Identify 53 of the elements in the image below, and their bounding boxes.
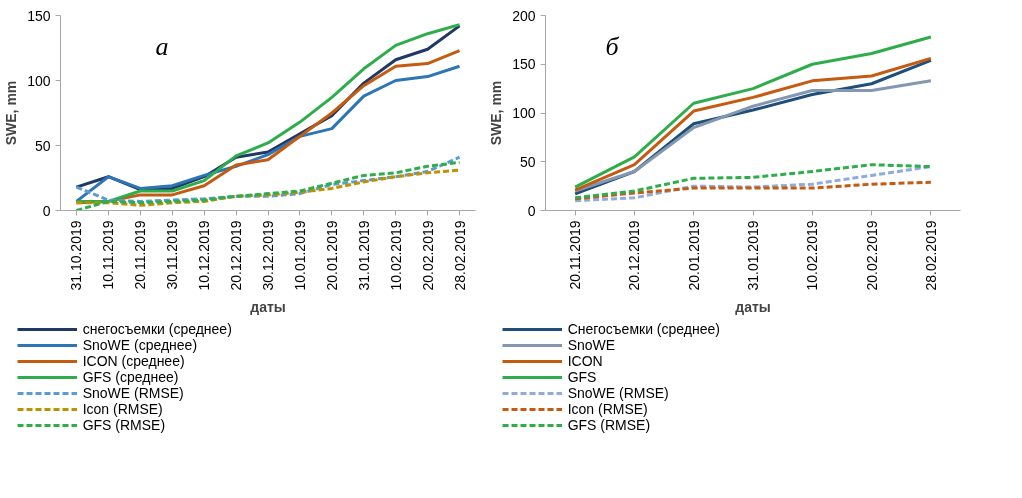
legend-label: SnoWE [567,337,616,353]
legend-label: SnoWE (RMSE) [567,385,669,401]
x-tick-label: 20.02.2019 [863,220,880,291]
x-tick-label: 20.01.2019 [323,220,340,291]
annotation: б [605,31,620,61]
x-tick-label: 31.10.2019 [68,220,85,291]
legend-label: GFS (RMSE) [82,417,166,433]
legend-label: SnoWE (среднее) [82,337,198,353]
x-tick-label: 10.02.2019 [387,220,404,291]
y-tick-label: 150 [27,7,51,24]
y-tick-label: 200 [512,7,536,24]
x-tick-label: 10.02.2019 [804,220,821,291]
legend-label: снегосъемки (среднее) [82,321,232,337]
legend-label: ICON (среднее) [82,353,185,369]
x-tick-label: 31.01.2019 [355,220,372,291]
x-tick-label: 20.11.2019 [132,220,149,290]
y-tick-label: 50 [34,137,51,154]
x-tick-label: 20.02.2019 [419,220,436,291]
x-tick-label: 20.11.2019 [567,220,584,290]
legend-label: GFS (RMSE) [567,417,651,433]
y-tick-label: 50 [519,153,536,170]
x-tick-label: 10.11.2019 [100,220,117,290]
x-tick-label: 10.01.2019 [291,220,308,291]
y-tick-label: 0 [527,202,536,219]
y-tick-label: 150 [512,56,536,73]
line-series [573,180,933,201]
legend-label: SnoWE (RMSE) [82,385,184,401]
line-series [573,79,933,193]
line-series [74,155,462,203]
y-axis-title: SWE, mm [3,80,20,146]
x-axis-title: даты [735,298,771,315]
x-axis-title: даты [250,298,286,315]
x-tick-label: 31.01.2019 [745,220,761,291]
y-tick-label: 0 [42,202,51,219]
x-tick-label: 28.02.2019 [451,220,468,291]
x-tick-label: 20.01.2019 [685,220,702,291]
y-tick-label: 100 [27,72,51,89]
x-tick-label: 20.12.2019 [228,220,245,291]
y-axis-title: SWE, mm [488,80,505,146]
legend-label: Снегосъемки (среднее) [567,321,720,337]
line-series [573,35,933,189]
annotation: а [155,31,169,61]
legend-label: Icon (RMSE) [567,401,648,417]
x-tick-label: 30.12.2019 [260,220,276,291]
x-tick-label: 20.12.2019 [626,220,643,291]
x-tick-label: 10.12.2019 [196,220,213,291]
legend-label: GFS [567,369,597,385]
x-tick-label: 28.02.2019 [922,220,939,291]
legend-label: ICON [567,353,603,369]
legend-label: Icon (RMSE) [82,401,163,417]
y-tick-label: 100 [512,105,536,121]
legend-label: GFS (среднее) [82,369,179,385]
x-tick-label: 30.11.2019 [164,220,181,290]
